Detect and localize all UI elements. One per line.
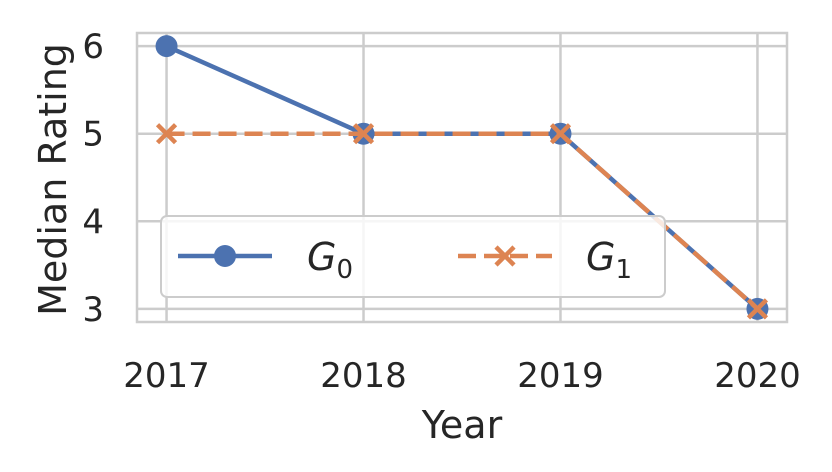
data-point	[155, 35, 178, 58]
data-point	[494, 245, 516, 267]
data-point	[155, 123, 178, 145]
y-tick-label: 3	[82, 290, 104, 330]
x-tick-label: 2020	[714, 356, 801, 396]
x-axis-title: Year	[421, 403, 503, 447]
data-point	[214, 245, 236, 267]
x-tick-labels: 2017 2018 2019 2020	[123, 356, 800, 396]
y-tick-labels: 3 4 5 6	[82, 27, 104, 330]
legend-box	[160, 215, 666, 298]
x-tick-label: 2018	[320, 356, 407, 396]
plot-frame	[135, 31, 789, 324]
y-tick-label: 4	[82, 202, 104, 242]
data-point	[746, 298, 769, 320]
data-point	[352, 123, 375, 145]
x-tick-label: 2017	[123, 356, 210, 396]
y-axis-title: Median Rating	[31, 43, 75, 316]
data-point	[549, 123, 572, 145]
x-tick-label: 2019	[517, 356, 604, 396]
legend: G0 G1	[160, 215, 666, 298]
y-tick-label: 5	[82, 115, 104, 155]
y-tick-label: 6	[82, 27, 104, 67]
